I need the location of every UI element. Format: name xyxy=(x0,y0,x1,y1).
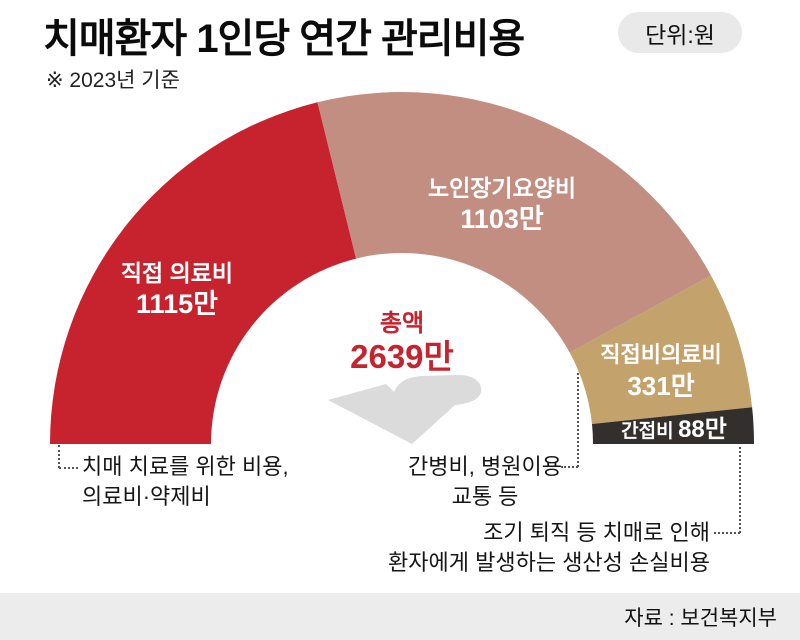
total-label: 총액 2639만 xyxy=(302,311,502,375)
segment-name: 간접비 xyxy=(621,421,674,442)
total-caption: 총액 xyxy=(379,310,425,337)
source-strip: 자료 : 보건복지부 xyxy=(0,593,800,640)
segment-label-direct-nonmedical: 직접비의료비 331만 xyxy=(561,341,761,401)
segment-label-indirect: 간접비 88만 xyxy=(574,417,774,446)
donut-segment-longterm-care xyxy=(317,92,711,353)
annotation-line: 간병비, 병원이용 xyxy=(408,454,562,479)
leader-line-left-vertical xyxy=(58,445,60,468)
annotation-line: 조기 퇴직 등 치매로 인해 xyxy=(483,520,710,545)
donut-segments xyxy=(50,92,755,445)
leader-line-right-vertical xyxy=(739,447,741,533)
leader-line-left-horizontal xyxy=(59,467,78,469)
page-title: 치매환자 1인당 연간 관리비용 xyxy=(43,17,525,61)
segment-value: 1115만 xyxy=(136,289,218,319)
annotation-line: 교통 등 xyxy=(451,484,519,509)
leader-line-mid-vertical xyxy=(577,373,579,467)
donut-segment-direct-medical xyxy=(50,102,357,445)
annotation-indirect: 조기 퇴직 등 치매로 인해 환자에게 발생하는 생산성 손실비용 xyxy=(368,518,710,578)
segment-label-direct-medical: 직접 의료비 1115만 xyxy=(77,259,277,319)
annotation-direct-nonmedical: 간병비, 병원이용 교통 등 xyxy=(390,452,580,512)
annotation-direct-medical: 치매 치료를 위한 비용, 의료비·약제비 xyxy=(82,452,342,512)
segment-value: 88만 xyxy=(678,416,727,443)
hand-icon xyxy=(328,374,482,444)
donut-segment-direct-nonmedical xyxy=(569,275,753,424)
segment-name: 직접 의료비 xyxy=(120,260,234,286)
annotation-line: 의료비·약제비 xyxy=(82,484,211,509)
source-text: 자료 : 보건복지부 xyxy=(624,606,777,630)
segment-name: 노인장기요양비 xyxy=(427,175,577,201)
total-value: 2639만 xyxy=(350,338,454,375)
donut-segment-indirect xyxy=(592,407,755,444)
annotation-line: 환자에게 발생하는 생산성 손실비용 xyxy=(388,550,710,575)
segment-name: 직접비의료비 xyxy=(600,342,722,367)
annotation-line: 치매 치료를 위한 비용, xyxy=(82,454,289,479)
segment-label-longterm-care: 노인장기요양비 1103만 xyxy=(402,174,602,234)
unit-badge: 단위:원 xyxy=(618,12,742,53)
subtitle: ※ 2023년 기준 xyxy=(46,69,180,92)
segment-value: 1103만 xyxy=(460,204,544,234)
segment-value: 331만 xyxy=(627,371,695,401)
leader-line-right-horizontal xyxy=(714,532,740,534)
leader-line-mid-horizontal xyxy=(561,466,578,468)
